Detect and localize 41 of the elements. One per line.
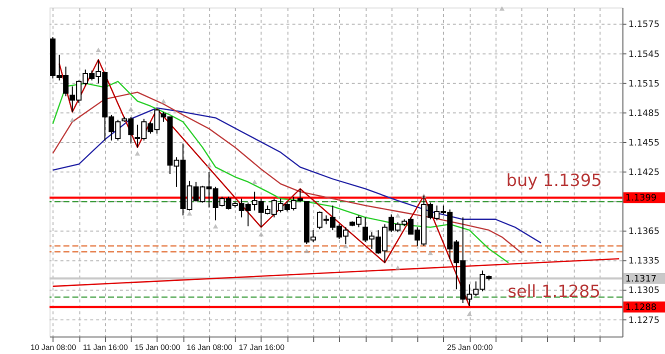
y-tick-label: 1.1335 <box>628 256 660 267</box>
y-tick-label: 1.1545 <box>628 50 660 60</box>
point <box>395 213 400 218</box>
y-tick-label: 1.1425 <box>628 168 660 178</box>
point <box>428 250 433 256</box>
x-tick-label: 16 Jan 08:00 <box>186 342 233 352</box>
y-tick-label: 1.1365 <box>628 227 660 238</box>
point <box>70 118 75 122</box>
ref-line-label: 1.1399 <box>625 194 657 204</box>
point <box>466 312 472 316</box>
x-tick-label: 15 Jan 00:00 <box>134 342 181 352</box>
point <box>343 244 348 248</box>
point <box>128 106 134 112</box>
point <box>96 48 101 52</box>
line-series <box>58 59 470 307</box>
point <box>160 98 166 104</box>
y-tick-label: 1.1305 <box>628 286 660 296</box>
point <box>298 178 303 184</box>
ref-line-label: 1.1317 <box>625 274 657 284</box>
y-tick-label: 1.1575 <box>628 20 660 30</box>
point <box>499 6 505 11</box>
point <box>186 211 192 216</box>
point <box>212 224 218 228</box>
ref-line-label: 1.1288 <box>625 302 657 313</box>
point <box>252 180 258 184</box>
point <box>258 232 264 236</box>
point <box>395 265 400 270</box>
y-tick-label: 1.1515 <box>628 79 660 90</box>
point <box>134 151 140 156</box>
y-tick-label: 1.1275 <box>628 316 660 326</box>
annotation: buy 1.1395 <box>506 170 602 190</box>
x-tick-label: 17 Jan 16:00 <box>238 342 286 352</box>
line-series <box>52 107 542 244</box>
annotation: sell 1.1285 <box>508 281 600 302</box>
point <box>206 162 212 168</box>
y-tick-label: 1.1485 <box>628 108 660 119</box>
x-tick-label: 10 Jan 08:00 <box>30 342 77 352</box>
x-tick-label: 11 Jan 16:00 <box>82 342 129 352</box>
point <box>304 248 310 254</box>
x-tick-label: 25 Jan 00:00 <box>447 342 494 352</box>
y-tick-label: 1.1455 <box>628 138 660 148</box>
